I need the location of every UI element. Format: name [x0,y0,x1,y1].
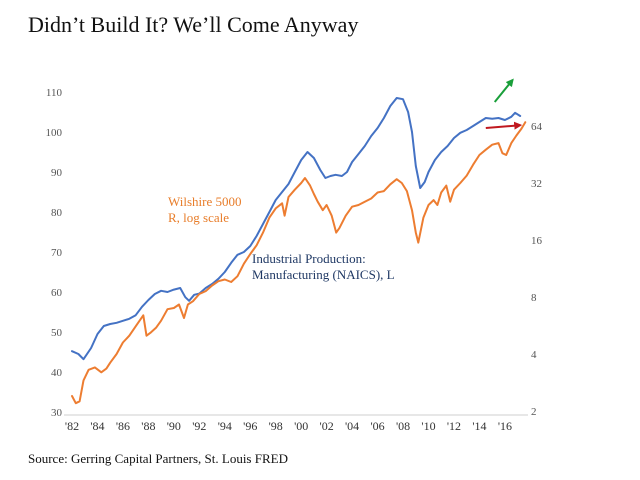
industrial-annotation-line: Manufacturing (NAICS), L [252,267,395,282]
x-tick-label: '16 [498,419,512,433]
right-tick-label: 16 [531,235,543,247]
left-tick-label: 60 [51,287,63,299]
arrows-layer [485,78,523,130]
left-tick-label: 40 [51,367,63,379]
right-tick-label: 2 [531,406,537,418]
right-tick-label: 32 [531,178,542,190]
industrial-production-line [71,97,522,361]
x-tick-label: '88 [141,419,155,433]
x-tick-label: '92 [192,419,206,433]
left-tick-label: 50 [51,327,63,339]
left-tick-label: 70 [51,247,63,259]
x-tick-label: '04 [345,419,359,433]
red-arrow [485,121,523,130]
series-layer [71,97,527,405]
x-tick-label: '82 [65,419,79,433]
left-tick-label: 110 [46,87,63,99]
x-tick-label: '00 [294,419,308,433]
x-axis-ticks: '82 '84 '86 '88 '90 '92 '94 '96 '98 '00 '02 '04 '06 '… [65,419,512,433]
source-note: Source: Gerring Capital Partners, St. Lo… [28,451,288,466]
x-tick-label: '14 [472,419,486,433]
x-tick-label: '86 [116,419,130,433]
chart-title: Didn’t Build It? We’ll Come Anyway [28,12,359,37]
left-tick-label: 100 [46,127,63,139]
left-tick-label: 30 [51,407,63,419]
x-tick-label: '84 [90,419,104,433]
wilshire-annotation-line: Wilshire 5000 [168,194,242,209]
x-tick-label: '90 [167,419,181,433]
right-tick-label: 64 [531,121,543,133]
x-tick-label: '94 [218,419,232,433]
x-tick-label: '12 [447,419,461,433]
x-tick-label: '02 [320,419,334,433]
wilshire-5000-line [71,121,527,405]
x-tick-label: '96 [243,419,257,433]
left-tick-label: 80 [51,207,63,219]
x-tick-label: '98 [269,419,283,433]
green-arrow [493,78,514,103]
right-tick-label: 8 [531,292,537,304]
right-tick-label: 4 [531,349,537,361]
wilshire-annotation-line: R, log scale [168,210,229,225]
x-tick-label: '06 [370,419,384,433]
industrial-annotation-line: Industrial Production: [252,251,366,266]
left-axis-ticks: 30 40 50 60 70 80 90 100 110 [46,87,63,419]
x-tick-label: '10 [421,419,435,433]
x-tick-label: '08 [396,419,410,433]
right-axis-ticks: 2 4 8 16 32 64 [531,121,543,418]
left-tick-label: 90 [51,167,63,179]
